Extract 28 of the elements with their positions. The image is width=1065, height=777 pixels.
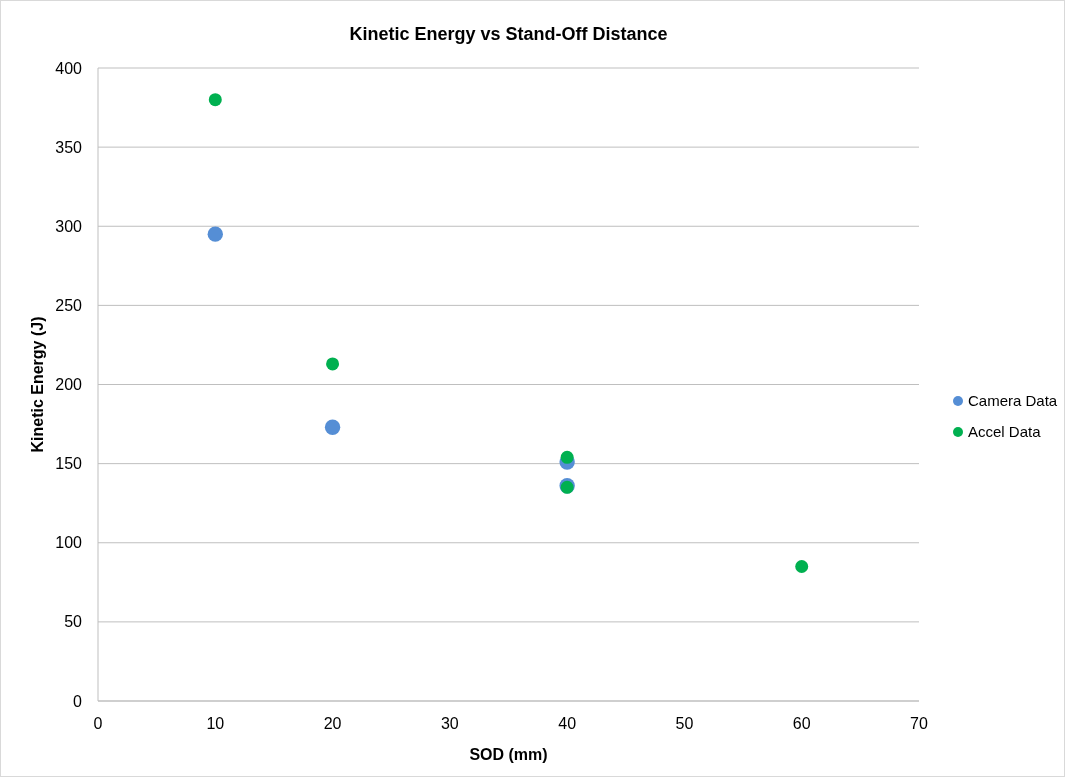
x-tick-label: 40 (558, 715, 577, 732)
point (324, 419, 341, 435)
point (208, 93, 222, 107)
point (560, 450, 574, 464)
x-axis-title: SOD (mm) (469, 746, 548, 763)
y-tick-label: 150 (55, 455, 83, 473)
chart-title: Kinetic Energy vs Stand-Off Distance (349, 24, 668, 44)
y-tick-label: 0 (73, 692, 83, 710)
point (326, 357, 340, 371)
y-tick-label: 400 (55, 59, 83, 77)
point (795, 560, 809, 573)
x-tick-label: 50 (675, 715, 694, 732)
point (207, 226, 223, 242)
legend-label: Camera Data (968, 392, 1058, 410)
y-tick-label: 250 (55, 296, 83, 314)
x-tick-label: 60 (792, 715, 811, 732)
x-tick-label: 0 (93, 715, 103, 732)
x-tick-label: 20 (323, 715, 342, 732)
y-tick-label: 50 (64, 613, 83, 631)
y-tick-label: 350 (55, 138, 83, 156)
x-tick-label: 70 (910, 715, 928, 732)
y-tick-label: 100 (55, 534, 83, 552)
legend-label: Accel Data (968, 423, 1042, 441)
x-tick-label: 30 (440, 715, 459, 732)
y-axis-title: Kinetic Energy (J) (29, 316, 46, 453)
x-tick-label: 10 (206, 715, 225, 732)
y-tick-label: 200 (55, 376, 83, 394)
y-tick-label: 300 (55, 217, 83, 235)
